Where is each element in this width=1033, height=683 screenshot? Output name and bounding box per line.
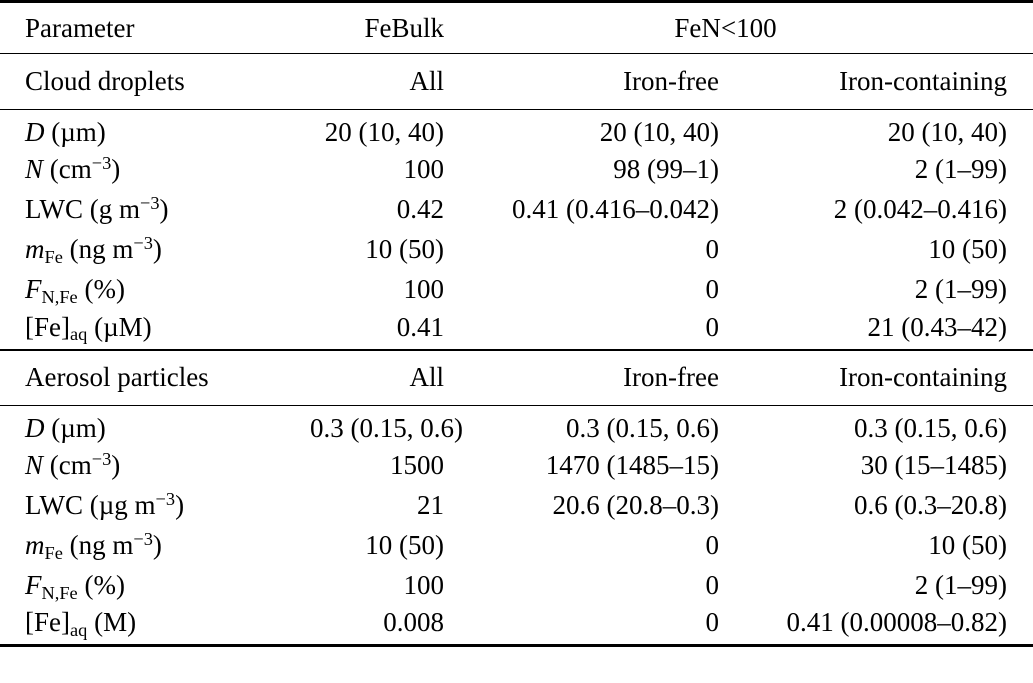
value-iron-free: 0 [705, 607, 720, 638]
value-iron-containing: 30 (15–1485) [860, 450, 1008, 480]
value-iron-free: 0 [705, 274, 720, 304]
table-row: D (µm) 0.3 (0.15, 0.6) 0.3 (0.15, 0.6) 0… [0, 406, 1033, 446]
table-row: [Fe]aq (µM) 0.41 0 21 (0.43–42) [0, 310, 1033, 350]
value-febulk: 20 (10, 40) [324, 117, 444, 148]
value-iron-containing: 10 (50) [928, 234, 1008, 264]
value-febulk: 100 [403, 570, 445, 600]
table-row: N (cm−3) 100 98 (99–1) 2 (1–99) [0, 150, 1033, 190]
value-iron-free: 0 [705, 234, 720, 264]
value-febulk: 21 [417, 490, 444, 520]
value-iron-containing: 2 (1–99) [914, 570, 1008, 600]
value-febulk: 0.3 (0.15, 0.6) [310, 413, 463, 444]
param-label: LWC (g m−3) [25, 193, 169, 224]
param-label: D (µm) [25, 117, 106, 148]
value-iron-free: 0 [705, 530, 720, 560]
value-febulk: 0.41 [396, 311, 444, 342]
value-iron-free: 0 [705, 311, 720, 342]
table-row: mFe (ng m−3) 10 (50) 0 10 (50) [0, 526, 1033, 566]
subheader-iron-free: Iron-free [444, 53, 719, 110]
table-header-row: Parameter FeBulk FeN<100 [0, 1, 1033, 54]
param-label: N (cm−3) [25, 449, 121, 480]
param-label: FN,Fe (%) [25, 570, 125, 603]
value-febulk: 100 [403, 274, 445, 304]
value-febulk: 10 (50) [365, 234, 444, 264]
param-label: [Fe]aq (M) [25, 607, 137, 641]
value-febulk: 10 (50) [365, 530, 444, 560]
value-iron-containing: 0.3 (0.15, 0.6) [854, 413, 1008, 444]
param-label: mFe (ng m−3) [25, 529, 162, 563]
param-label: FN,Fe (%) [25, 274, 125, 307]
value-iron-containing: 0.41 (0.00008–0.82) [786, 607, 1008, 638]
value-iron-free: 20 (10, 40) [599, 117, 719, 148]
value-iron-containing: 21 (0.43–42) [867, 311, 1008, 342]
value-iron-free: 20.6 (20.8–0.3) [552, 490, 719, 520]
col-header-parameter: Parameter [0, 1, 310, 54]
table-row: D (µm) 20 (10, 40) 20 (10, 40) 20 (10, 4… [0, 110, 1033, 150]
value-iron-free: 98 (99–1) [613, 154, 719, 184]
table-row: FN,Fe (%) 100 0 2 (1–99) [0, 566, 1033, 606]
table-row: mFe (ng m−3) 10 (50) 0 10 (50) [0, 230, 1033, 270]
aerosol-particles-section: Aerosol particles All Iron-free Iron-con… [0, 349, 1033, 646]
value-iron-containing: 2 (0.042–0.416) [833, 194, 1008, 224]
subheader-all: All [310, 349, 444, 406]
param-label: D (µm) [25, 413, 106, 444]
table-head: Parameter FeBulk FeN<100 [0, 1, 1033, 54]
section-title: Aerosol particles [0, 349, 310, 406]
section-title: Cloud droplets [0, 53, 310, 110]
subheader-iron-containing: Iron-containing [719, 53, 1033, 110]
aerosol-particles-header-row: Aerosol particles All Iron-free Iron-con… [0, 349, 1033, 406]
param-label: [Fe]aq (µM) [25, 311, 152, 345]
subheader-iron-containing: Iron-containing [719, 349, 1033, 406]
value-febulk: 0.42 [396, 194, 444, 224]
value-febulk: 100 [403, 154, 445, 184]
table-row: FN,Fe (%) 100 0 2 (1–99) [0, 270, 1033, 310]
value-iron-free: 0.41 (0.416–0.042) [512, 194, 719, 224]
subheader-all: All [310, 53, 444, 110]
table-row: N (cm−3) 1500 1470 (1485–15) 30 (15–1485… [0, 446, 1033, 486]
value-iron-free: 1470 (1485–15) [545, 450, 719, 480]
value-iron-containing: 2 (1–99) [914, 154, 1008, 184]
col-header-febulk: FeBulk [310, 1, 444, 54]
value-iron-containing: 2 (1–99) [914, 274, 1008, 304]
value-iron-free: 0.3 (0.15, 0.6) [566, 413, 719, 444]
cloud-droplets-header-row: Cloud droplets All Iron-free Iron-contai… [0, 53, 1033, 110]
value-febulk: 0.008 [383, 607, 444, 638]
parameters-table: Parameter FeBulk FeN<100 Cloud droplets … [0, 0, 1033, 647]
subheader-iron-free: Iron-free [444, 349, 719, 406]
table-row: [Fe]aq (M) 0.008 0 0.41 (0.00008–0.82) [0, 606, 1033, 646]
param-label: N (cm−3) [25, 153, 121, 184]
table-row: LWC (µg m−3) 21 20.6 (20.8–0.3) 0.6 (0.3… [0, 486, 1033, 526]
table-row: LWC (g m−3) 0.42 0.41 (0.416–0.042) 2 (0… [0, 190, 1033, 230]
cloud-droplets-section: Cloud droplets All Iron-free Iron-contai… [0, 53, 1033, 350]
param-label: mFe (ng m−3) [25, 233, 162, 267]
value-iron-free: 0 [705, 570, 720, 600]
param-label: LWC (µg m−3) [25, 489, 185, 520]
value-iron-containing: 20 (10, 40) [887, 117, 1008, 148]
value-iron-containing: 0.6 (0.3–20.8) [854, 490, 1008, 520]
value-febulk: 1500 [390, 450, 444, 480]
value-iron-containing: 10 (50) [928, 530, 1008, 560]
col-header-fen100: FeN<100 [444, 1, 1033, 54]
